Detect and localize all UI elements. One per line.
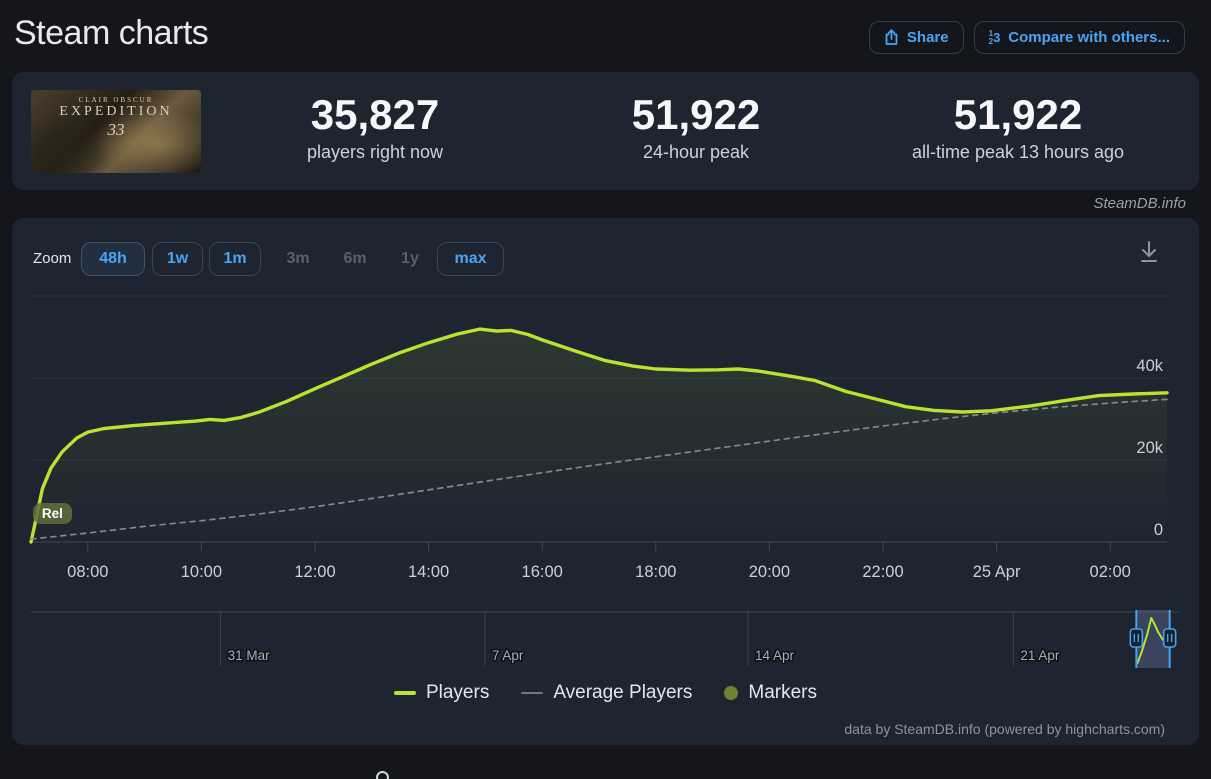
chart-card: Zoom 48h 1w 1m 3m 6m 1y max 020k40k08:00… — [12, 218, 1199, 745]
svg-text:08:00: 08:00 — [67, 563, 108, 581]
download-chart-button[interactable] — [1136, 238, 1162, 268]
share-button-label: Share — [906, 29, 949, 46]
peak-24h-label: 24-hour peak — [642, 142, 750, 163]
game-capsule-art: CLAIR OBSCUR EXPEDITION 33 — [59, 96, 173, 139]
range-button-6m: 6m — [343, 250, 367, 267]
stat-alltime-peak: 51,922 all-time peak 13 hours ago — [868, 91, 1168, 163]
release-marker[interactable]: Rel — [32, 503, 72, 525]
svg-text:12:00: 12:00 — [294, 563, 335, 581]
range-button-1m[interactable]: 1m — [209, 242, 261, 276]
alltime-peak-value: 51,922 — [953, 91, 1083, 138]
range-button-max[interactable]: max — [437, 242, 504, 276]
range-button-1y: 1y — [401, 250, 419, 267]
chart-legend: Players Average Players Markers — [12, 682, 1199, 704]
svg-text:02:00: 02:00 — [1090, 563, 1131, 581]
svg-text:22:00: 22:00 — [862, 563, 903, 581]
svg-text:40k: 40k — [1136, 357, 1163, 375]
compare-button-label: Compare with others... — [1008, 29, 1170, 46]
page-title: Steam charts — [14, 14, 209, 52]
legend-item-average-players[interactable]: Average Players — [521, 682, 692, 704]
chart-credits-link[interactable]: data by SteamDB.info (powered by highcha… — [844, 721, 1165, 737]
players-now-label: players right now — [306, 142, 444, 163]
svg-text:14 Apr: 14 Apr — [755, 648, 795, 663]
average-players-swatch-icon — [521, 692, 544, 694]
stat-players-now: 35,827 players right now — [225, 91, 525, 163]
zoom-label: Zoom — [33, 250, 72, 267]
svg-text:20:00: 20:00 — [749, 563, 790, 581]
share-button[interactable]: Share — [868, 21, 964, 54]
peak-24h-value: 51,922 — [631, 91, 761, 138]
svg-text:14:00: 14:00 — [408, 563, 449, 581]
svg-text:25 Apr: 25 Apr — [973, 563, 1021, 581]
alltime-peak-label: all-time peak 13 hours ago — [911, 142, 1125, 163]
stats-card: CLAIR OBSCUR EXPEDITION 33 35,827 player… — [12, 72, 1199, 190]
players-chart[interactable]: 020k40k08:0010:0012:0014:0016:0018:0020:… — [12, 218, 1199, 745]
svg-text:10:00: 10:00 — [181, 563, 222, 581]
range-button-48h[interactable]: 48h — [81, 242, 145, 276]
range-button-3m: 3m — [286, 250, 310, 267]
markers-swatch-icon — [724, 686, 739, 700]
below-fold-element — [376, 771, 389, 779]
download-icon — [1141, 241, 1157, 262]
legend-item-markers[interactable]: Markers — [724, 682, 817, 704]
stat-24h-peak: 51,922 24-hour peak — [546, 91, 846, 163]
players-now-value: 35,827 — [310, 91, 440, 138]
range-button-1w[interactable]: 1w — [152, 242, 203, 276]
svg-text:7 Apr: 7 Apr — [492, 648, 524, 663]
game-capsule-image[interactable]: CLAIR OBSCUR EXPEDITION 33 — [31, 90, 201, 173]
steamdb-watermark: SteamDB.info — [1093, 195, 1186, 212]
players-swatch-icon — [393, 691, 416, 695]
legend-item-players[interactable]: Players — [393, 682, 489, 704]
share-icon — [884, 29, 899, 46]
svg-text:21 Apr: 21 Apr — [1020, 648, 1060, 663]
svg-text:16:00: 16:00 — [522, 563, 563, 581]
svg-text:31 Mar: 31 Mar — [228, 648, 271, 663]
svg-text:18:00: 18:00 — [635, 563, 676, 581]
